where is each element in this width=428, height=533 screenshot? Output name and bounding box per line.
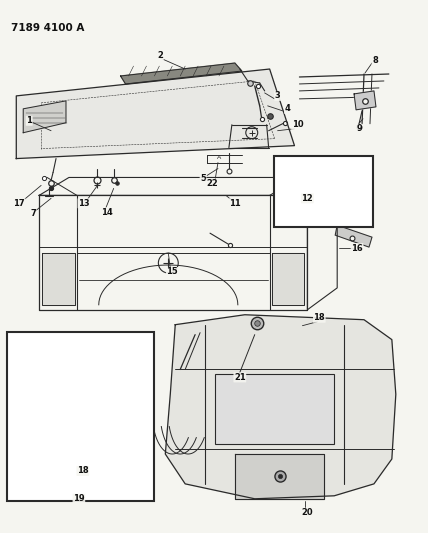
Text: 7189 4100 A: 7189 4100 A [11, 23, 85, 33]
Text: 18: 18 [77, 466, 89, 475]
Polygon shape [354, 91, 376, 110]
Text: 21: 21 [234, 373, 246, 382]
Text: 8: 8 [372, 55, 378, 64]
Text: 22: 22 [206, 179, 218, 188]
Text: 20: 20 [302, 508, 313, 517]
Polygon shape [282, 171, 309, 213]
Polygon shape [42, 253, 75, 305]
Text: 18: 18 [313, 313, 325, 322]
Bar [7, 332, 155, 501]
Text: 13: 13 [78, 199, 89, 208]
Text: 10: 10 [291, 120, 303, 129]
Text: 1: 1 [26, 116, 32, 125]
Text: 5: 5 [200, 174, 206, 183]
Polygon shape [235, 454, 324, 499]
Polygon shape [16, 69, 294, 158]
Bar [215, 375, 334, 444]
Polygon shape [313, 175, 345, 205]
Polygon shape [165, 315, 396, 499]
Polygon shape [35, 431, 62, 463]
Text: 2: 2 [158, 51, 163, 60]
Text: 4: 4 [285, 104, 291, 114]
Polygon shape [23, 101, 66, 133]
Text: 11: 11 [229, 199, 241, 208]
Text: 3: 3 [275, 91, 280, 100]
Text: 9: 9 [356, 124, 362, 133]
Polygon shape [22, 340, 92, 489]
Text: A: A [217, 155, 221, 160]
Text: 7: 7 [30, 209, 36, 218]
Text: 17: 17 [13, 199, 25, 208]
Bar [273, 156, 373, 227]
Polygon shape [335, 225, 372, 247]
Text: 12: 12 [301, 194, 313, 203]
Text: 16: 16 [351, 244, 363, 253]
Polygon shape [272, 253, 304, 305]
Polygon shape [121, 63, 242, 84]
Text: 19: 19 [73, 494, 85, 503]
Text: 14: 14 [101, 208, 113, 217]
Text: 15: 15 [166, 268, 178, 277]
